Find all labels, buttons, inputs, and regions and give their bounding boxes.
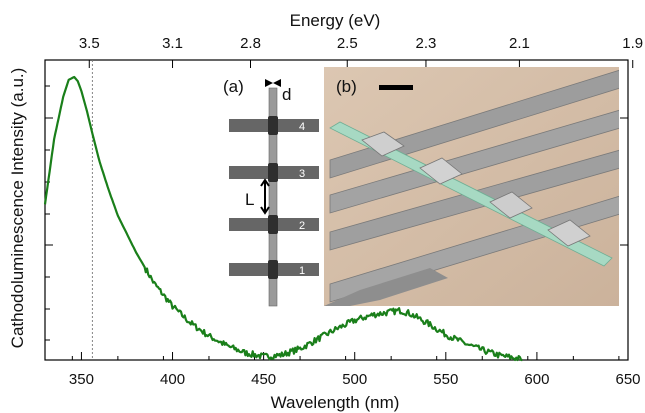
x-tick-label: 550 — [433, 371, 458, 388]
x-axis-title: Wavelength (nm) — [271, 393, 400, 412]
x-tick-label: 350 — [69, 371, 94, 388]
sem-contact-strip — [329, 109, 619, 214]
sem-nanowire — [329, 121, 613, 267]
sem-contact-block — [489, 191, 533, 219]
top-tick-label: 3.5 — [79, 35, 100, 52]
contact-overlap-1 — [268, 260, 278, 279]
contact-number-3: 3 — [299, 168, 305, 180]
sem-contact-block — [419, 157, 463, 185]
inset-a-label: (a) — [223, 77, 244, 96]
inset-a-schematic: (a) d 4 3 2 1 L — [223, 77, 319, 307]
sem-contact-block — [361, 131, 405, 157]
plot-frame — [44, 59, 629, 361]
top-axis-title: Energy (eV) — [290, 11, 381, 30]
spacing-arrow-icon — [260, 178, 270, 215]
contact-overlap-4 — [268, 116, 278, 135]
scale-bar — [379, 85, 413, 90]
left-axis — [45, 85, 628, 341]
contact-number-1: 1 — [299, 265, 305, 277]
top-tick-label: 2.5 — [337, 35, 358, 52]
sem-contact-strip — [329, 69, 619, 179]
y-axis-title: Cathodoluminescence Intensity (a.u.) — [8, 68, 27, 349]
top-tick-label: 2.8 — [240, 35, 261, 52]
x-tick-label: 400 — [160, 371, 185, 388]
top-tick-label: 1.9 — [622, 35, 643, 52]
inset-b-sem-image: (b) — [324, 67, 619, 306]
sem-contact-pad — [324, 268, 448, 306]
top-axis: 3.5 3.1 2.8 2.5 2.3 2.1 1.9 — [79, 35, 643, 68]
contact-overlap-2 — [268, 215, 278, 234]
top-tick-label: 3.1 — [162, 35, 183, 52]
x-tick-label: 650 — [615, 371, 640, 388]
x-tick-label: 600 — [524, 371, 549, 388]
contact-number-4: 4 — [299, 121, 305, 133]
bottom-axis: 350 400 450 500 550 600 650 — [69, 352, 641, 388]
x-tick-label: 500 — [342, 371, 367, 388]
inset-b-label: (b) — [336, 77, 357, 96]
contact-number-2: 2 — [299, 220, 305, 232]
top-tick-label: 2.1 — [509, 35, 530, 52]
gap-arrows-icon — [265, 79, 281, 87]
x-tick-label: 450 — [251, 371, 276, 388]
contact-overlap-3 — [268, 163, 278, 182]
spacing-label-l: L — [245, 190, 254, 209]
sem-contact-block — [547, 219, 591, 247]
nanowire — [268, 87, 278, 307]
gap-label-d: d — [282, 85, 291, 104]
top-tick-label: 2.3 — [416, 35, 437, 52]
spectrum-series-line — [43, 75, 523, 362]
